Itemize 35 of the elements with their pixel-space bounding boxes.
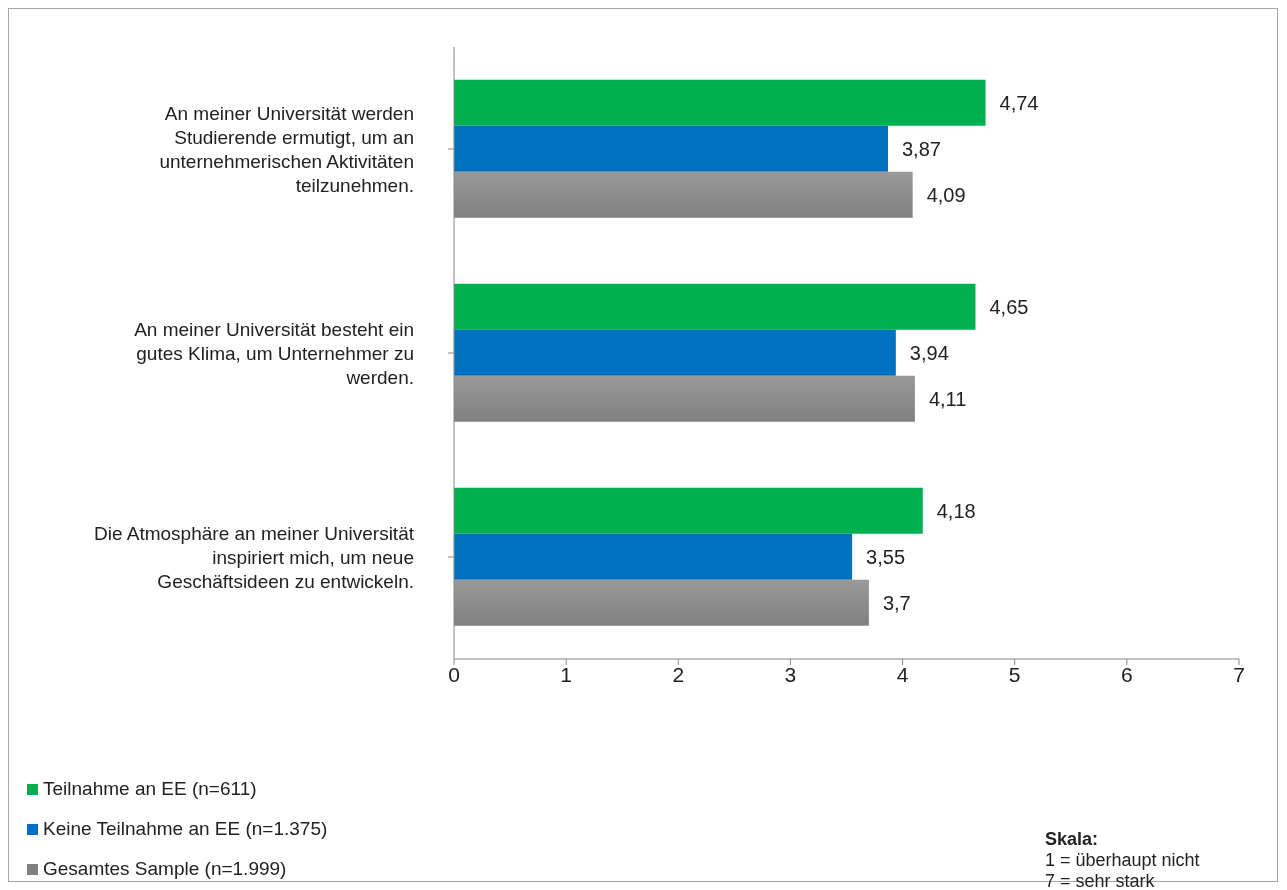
data-label: 3,55 bbox=[866, 545, 906, 568]
data-label: 4,18 bbox=[936, 499, 976, 522]
data-label: 4,65 bbox=[989, 295, 1029, 318]
bar bbox=[454, 329, 896, 376]
text: 1 = überhaupt nicht bbox=[1045, 850, 1200, 871]
y-tick-label: An meiner Universität werden Studierende ermutigt, um an unternehmerischen Aktivitäten teilzunehmen. bbox=[159, 102, 414, 196]
bar bbox=[454, 487, 923, 534]
bar bbox=[454, 125, 888, 172]
legend-label: Keine Teilnahme an EE (n=1.375) bbox=[43, 818, 328, 840]
bar bbox=[454, 79, 986, 126]
x-tick-label: 4 bbox=[896, 662, 909, 686]
data-label: 3,7 bbox=[882, 591, 911, 614]
data-label: 3,94 bbox=[909, 341, 949, 364]
bar bbox=[454, 375, 915, 422]
x-tick-label: 1 bbox=[560, 662, 572, 686]
x-tick-label: 0 bbox=[448, 662, 460, 686]
data-label: 3,87 bbox=[901, 137, 941, 160]
data-label: 4,09 bbox=[926, 183, 966, 206]
text: 7 = sehr stark bbox=[1045, 871, 1156, 890]
bar bbox=[454, 171, 913, 218]
y-tick-label: Die Atmosphäre an meiner Universität inspiriert mich, um neue Geschäftsideen zu entwickeln. bbox=[94, 522, 415, 592]
x-tick-label: 2 bbox=[672, 662, 685, 686]
x-tick-label: 6 bbox=[1121, 662, 1133, 686]
legend-label: Gesamtes Sample (n=1.999) bbox=[43, 858, 287, 880]
data-label: 4,74 bbox=[999, 91, 1039, 114]
bar bbox=[454, 283, 976, 330]
data-label: 4,11 bbox=[928, 387, 967, 410]
bar bbox=[454, 579, 869, 626]
x-tick-label: 3 bbox=[784, 662, 797, 686]
text: Skala: bbox=[1045, 829, 1100, 850]
bar bbox=[454, 533, 853, 580]
legend-label: Teilnahme an EE (n=611) bbox=[43, 778, 257, 800]
x-tick-label: 7 bbox=[1233, 662, 1245, 686]
y-tick-label: An meiner Universität besteht ein gutes Klima, um Unternehmer zu werden. bbox=[134, 318, 414, 388]
x-tick-label: 5 bbox=[1008, 662, 1021, 686]
